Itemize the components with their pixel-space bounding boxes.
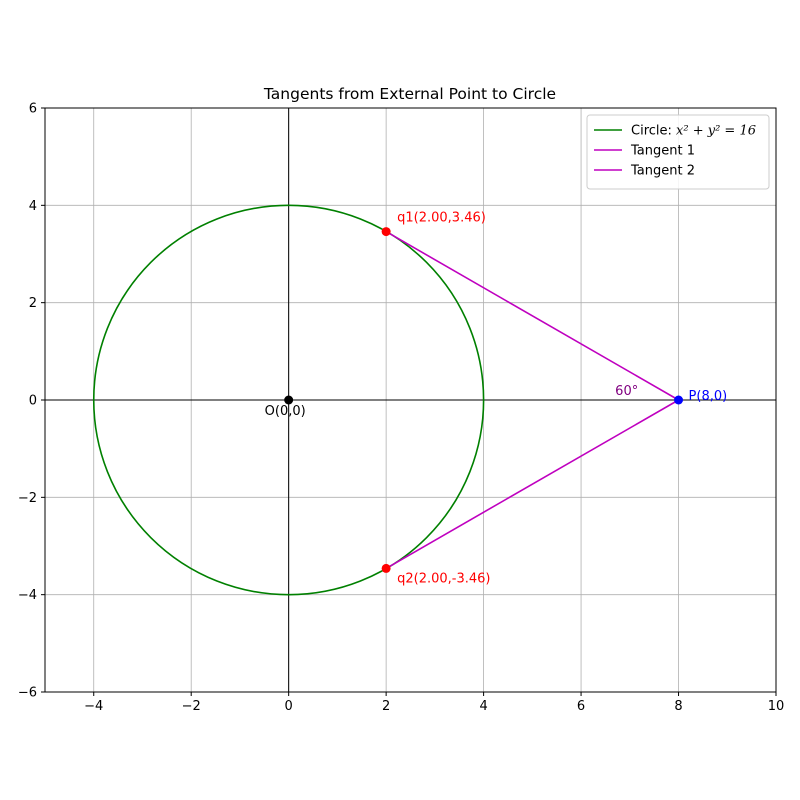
point-marker-3 xyxy=(381,227,391,237)
point-label-1: O(0,0) xyxy=(265,404,306,419)
circle-curve xyxy=(92,204,485,596)
plot-area: O(0,0) P(8,0) q1(2.00,3.46) q2(2.00,-3.46) 6… xyxy=(18,102,784,715)
legend-label-2: Tangent 1 xyxy=(630,144,695,159)
point-label-4: q2(2.00,-3.46) xyxy=(397,571,490,586)
legend-label-text: Circle: xyxy=(631,124,676,139)
legend-label-text: Tangent 2 xyxy=(630,164,695,179)
y-tick-label: −4 xyxy=(18,588,37,603)
x-tick-label: 0 xyxy=(285,699,293,714)
y-tick-label: 4 xyxy=(29,199,37,214)
x-tick-label: 4 xyxy=(479,699,487,714)
point-marker-4 xyxy=(381,563,391,573)
legend: Circle: x² + y² = 16 Tangent 1 Tangent 2 xyxy=(586,114,770,190)
point-label-3: q1(2.00,3.46) xyxy=(397,211,486,226)
point-label-2: P(8,0) xyxy=(689,389,728,404)
y-tick-label: 6 xyxy=(29,102,37,117)
y-tick-label: 0 xyxy=(29,394,37,409)
x-tick-label: 2 xyxy=(382,699,390,714)
legend-label-equation: x² + y² = 16 xyxy=(676,124,756,139)
legend-label-text: Tangent 1 xyxy=(630,144,695,159)
x-tick-label: 6 xyxy=(577,699,585,714)
y-tick-label: 2 xyxy=(29,296,37,311)
x-tick-label: 10 xyxy=(768,699,785,714)
point-marker-2 xyxy=(674,395,684,405)
legend-box xyxy=(586,114,770,190)
point-marker-1 xyxy=(284,395,294,405)
x-tick-label: −4 xyxy=(84,699,103,714)
legend-label-3: Tangent 2 xyxy=(630,164,695,179)
tangent-line-1 xyxy=(385,230,679,401)
y-tick-label: −6 xyxy=(18,686,37,701)
angle-annotation: 60° xyxy=(615,384,638,399)
tangent-line-2 xyxy=(385,399,679,570)
x-tick-label: 8 xyxy=(674,699,682,714)
chart-title: Tangents from External Point to Circle xyxy=(263,85,556,103)
y-tick-label: −2 xyxy=(18,491,37,506)
legend-label-1: Circle: x² + y² = 16 xyxy=(631,124,756,139)
x-tick-label: −2 xyxy=(182,699,201,714)
